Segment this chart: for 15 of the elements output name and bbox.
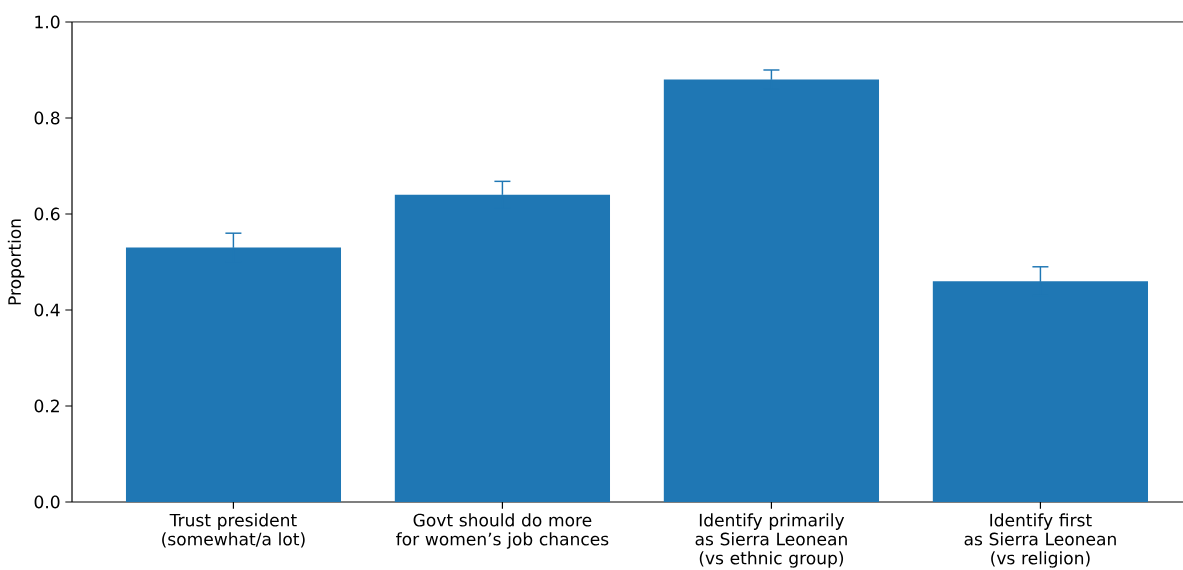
x-tick-label: Trust president (somewhat/a lot) [162, 513, 305, 548]
x-tick-label: Govt should do more for women’s job chances [396, 513, 609, 549]
y-tick-label: 0.0 [34, 495, 60, 509]
y-tick-label: 0.2 [34, 399, 59, 413]
bar [663, 79, 880, 502]
bar [125, 247, 342, 502]
bar [932, 281, 1149, 502]
y-tick-label: 1.0 [35, 15, 60, 29]
y-tick-label: 0.8 [34, 111, 60, 125]
x-tick-label: Identify first as Sierra Leonean (vs religion) [964, 513, 1116, 568]
bar [394, 194, 611, 502]
y-tick-label: 0.4 [34, 303, 60, 317]
y-axis-title: Proportion [7, 219, 25, 305]
y-tick-label: 0.6 [34, 207, 60, 221]
x-tick-label: Identify primarily as Sierra Leonean (vs ethnic group) [695, 513, 847, 568]
